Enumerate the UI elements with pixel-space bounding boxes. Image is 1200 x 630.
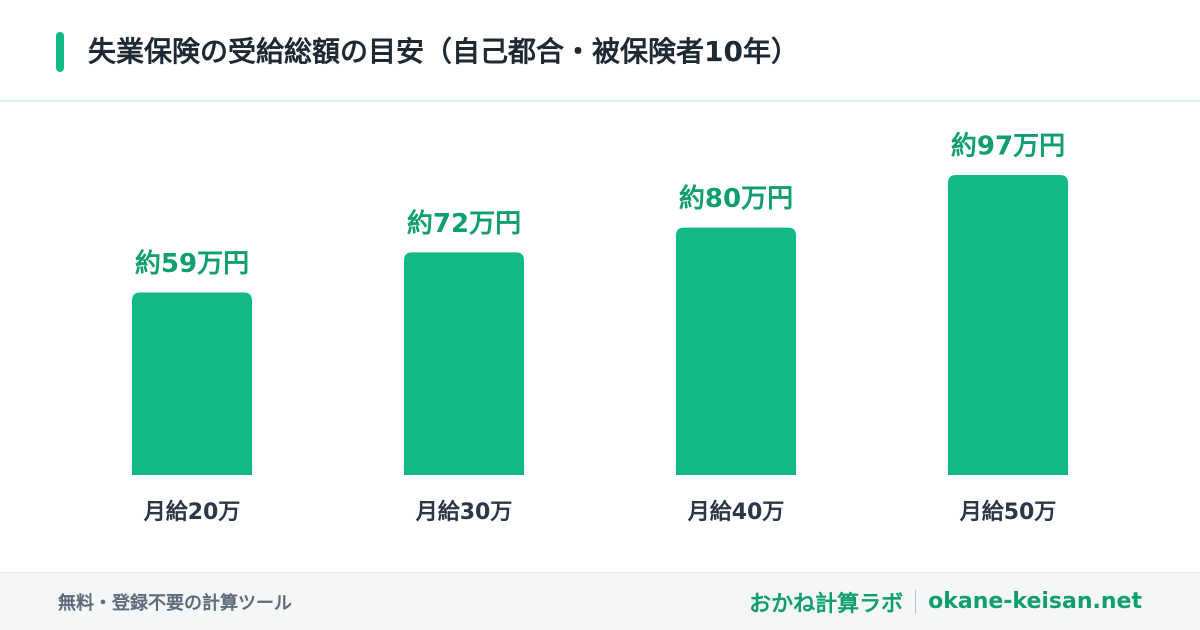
x-tick-label: 月給30万 bbox=[415, 499, 513, 525]
value-label: 約59万円 bbox=[135, 248, 249, 279]
bar bbox=[948, 175, 1068, 475]
bar bbox=[404, 252, 524, 475]
bar bbox=[132, 292, 252, 475]
x-tick-label: 月給40万 bbox=[687, 499, 785, 525]
x-tick-label: 月給20万 bbox=[143, 499, 241, 525]
footer: 無料・登録不要の計算ツール おかね計算ラボ okane-keisan.net bbox=[0, 572, 1200, 630]
footer-separator bbox=[915, 589, 917, 614]
bar bbox=[676, 227, 796, 475]
value-label: 約72万円 bbox=[407, 208, 521, 239]
title-accent bbox=[56, 32, 64, 72]
value-label: 約97万円 bbox=[951, 131, 1065, 162]
footer-brand: おかね計算ラボ bbox=[749, 591, 904, 617]
value-label: 約80万円 bbox=[679, 183, 793, 214]
footer-tagline: 無料・登録不要の計算ツール bbox=[58, 592, 292, 614]
x-tick-label: 月給50万 bbox=[959, 499, 1057, 525]
chart-title: 失業保険の受給総額の目安（自己都合・被保険者10年） bbox=[88, 35, 799, 68]
footer-brand-group: おかね計算ラボ okane-keisan.net bbox=[749, 586, 1142, 618]
footer-domain: okane-keisan.net bbox=[928, 589, 1142, 614]
